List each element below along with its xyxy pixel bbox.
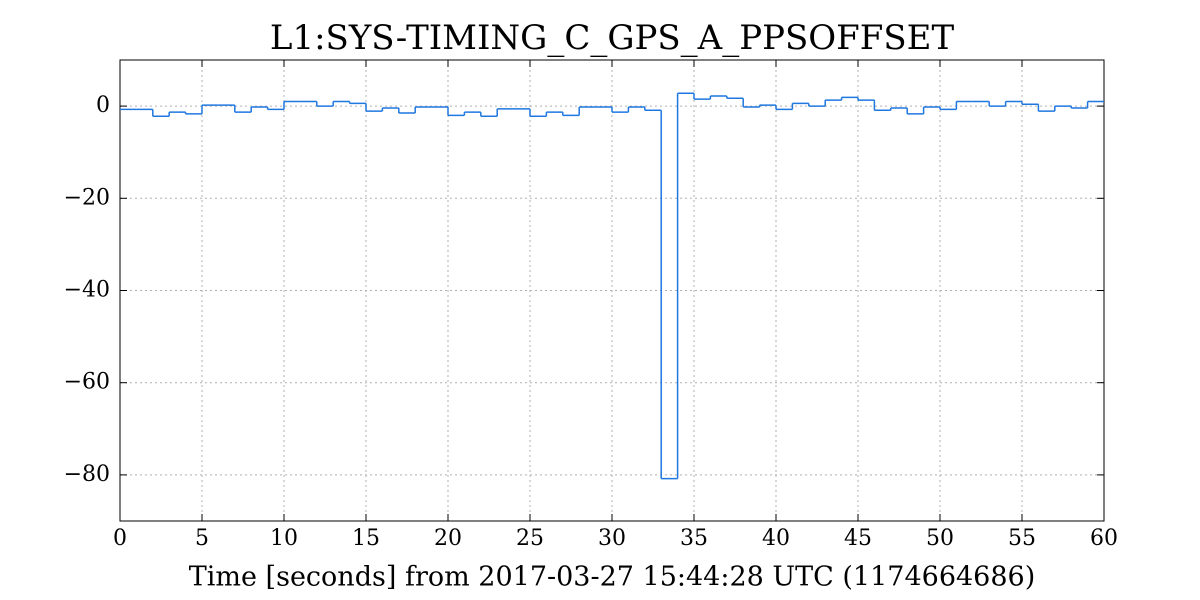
y-tick-label: 0 [96, 93, 110, 118]
x-tick-label: 55 [1008, 526, 1036, 551]
y-tick-label: −20 [64, 185, 110, 210]
chart-title: L1:SYS-TIMING_C_GPS_A_PPSOFFSET [270, 18, 955, 58]
x-tick-label: 15 [352, 526, 380, 551]
x-tick-label: 35 [680, 526, 708, 551]
y-tick-label: −80 [64, 462, 110, 487]
x-axis-label: Time [seconds] from 2017-03-27 15:44:28 … [189, 562, 1036, 593]
x-tick-label: 45 [844, 526, 872, 551]
y-tick-label: −40 [64, 278, 110, 303]
plot-frame [119, 59, 1105, 522]
y-tick-label: −60 [64, 370, 110, 395]
x-tick-label: 5 [195, 526, 209, 551]
x-tick-label: 25 [516, 526, 544, 551]
x-tick-label: 20 [434, 526, 462, 551]
x-tick-label: 60 [1090, 526, 1118, 551]
x-tick-label: 50 [926, 526, 954, 551]
x-tick-label: 0 [113, 526, 127, 551]
x-tick-label: 10 [270, 526, 298, 551]
x-tick-label: 40 [762, 526, 790, 551]
step-riser [152, 93, 1089, 479]
x-tick-label: 30 [598, 526, 626, 551]
